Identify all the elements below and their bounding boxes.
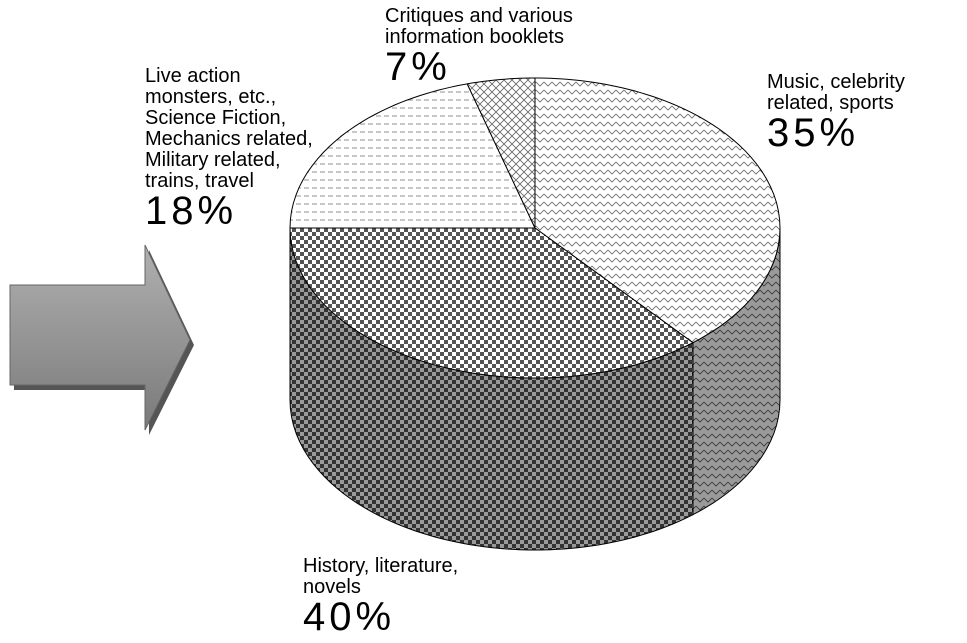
pie-slice (289, 227, 694, 379)
slice-label: Live action monsters, etc., Science Fict… (145, 65, 313, 233)
slice-label: Music, celebrity related, sports 35% (767, 71, 905, 155)
pie-slice (534, 77, 781, 344)
slice-label: Critiques and various information bookle… (385, 5, 573, 89)
arrow (9, 244, 191, 431)
pie-slice (289, 83, 536, 229)
slice-label: History, literature, novels 40% (303, 555, 459, 639)
pie-slice (466, 77, 536, 229)
